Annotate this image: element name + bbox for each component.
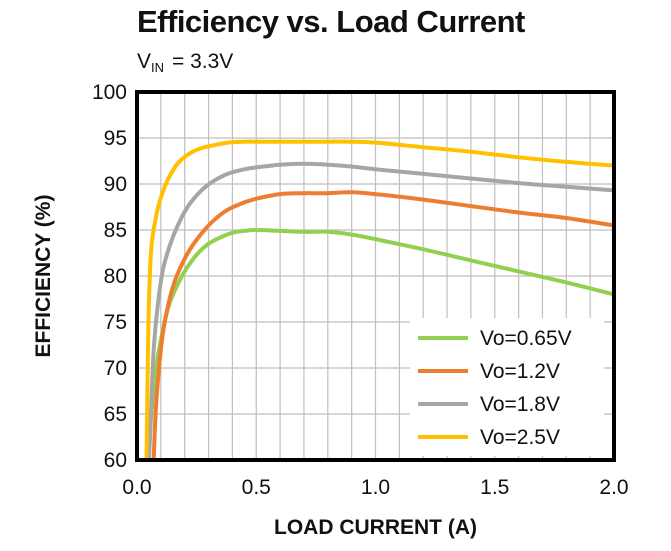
chart-title: Efficiency vs. Load Current [137, 4, 525, 39]
y-tick-label: 80 [104, 265, 127, 288]
subtitle-sub: IN [151, 60, 165, 75]
y-tick-label: 100 [92, 81, 127, 104]
legend-box [410, 318, 604, 456]
y-tick-label: 75 [104, 311, 127, 334]
series-line-3 [144, 139, 614, 460]
legend-label-2: Vo=1.8V [480, 393, 560, 416]
subtitle-main: V [137, 50, 152, 73]
tick-labels: 0.0 0.5 1.0 1.5 2.0 60 65 70 75 80 85 90 95 100 [92, 81, 629, 499]
x-tick-label: 0.5 [242, 476, 271, 499]
x-tick-label: 1.5 [480, 476, 509, 499]
series-line-1 [151, 190, 614, 460]
x-tick-label: 2.0 [599, 476, 628, 499]
y-tick-label: 60 [104, 449, 127, 472]
y-tick-label: 65 [104, 403, 127, 426]
y-tick-label: 95 [104, 127, 127, 150]
x-axis-label: LOAD CURRENT (A) [274, 516, 477, 539]
y-tick-label: 90 [104, 173, 127, 196]
series-layer [144, 139, 614, 460]
x-tick-label: 1.0 [361, 476, 390, 499]
chart-subtitle: VIN = 3.3V [137, 50, 233, 75]
y-tick-label: 70 [104, 357, 127, 380]
x-tick-label: 0.0 [122, 476, 151, 499]
y-tick-label: 85 [104, 219, 127, 242]
legend-label-1: Vo=1.2V [480, 360, 560, 383]
plot-frame [135, 90, 616, 462]
legend: Vo=0.65V Vo=1.2V Vo=1.8V Vo=2.5V [410, 318, 604, 456]
legend-label-3: Vo=2.5V [480, 426, 560, 449]
y-axis-label: EFFICIENCY (%) [32, 195, 55, 358]
subtitle-rest: = 3.3V [172, 50, 234, 73]
series-line-2 [146, 161, 614, 460]
legend-label-0: Vo=0.65V [480, 327, 572, 350]
